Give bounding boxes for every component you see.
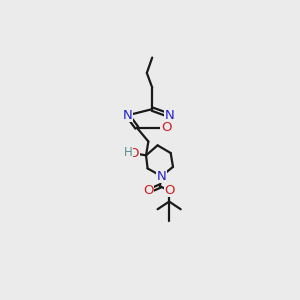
Text: N: N: [164, 109, 174, 122]
Text: O: O: [161, 121, 171, 134]
Text: N: N: [157, 169, 166, 183]
Text: O: O: [128, 146, 139, 160]
Text: O: O: [165, 184, 175, 196]
Text: O: O: [143, 184, 154, 196]
Text: N: N: [123, 109, 132, 122]
Text: H: H: [124, 146, 133, 159]
